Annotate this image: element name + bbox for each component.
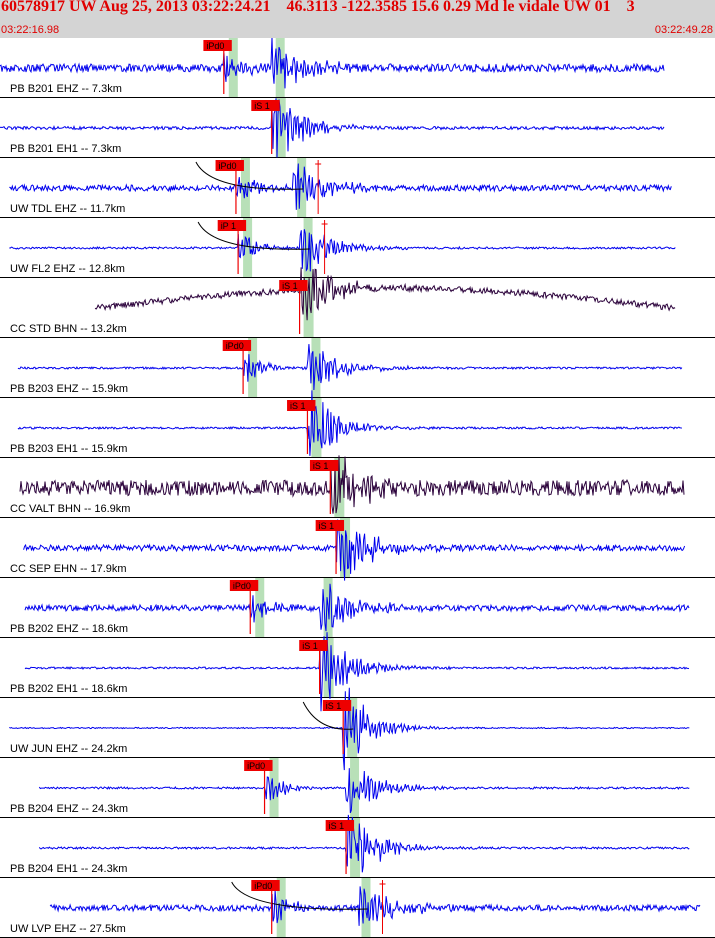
pick-label-box: [203, 40, 232, 51]
waveform: [17, 390, 683, 456]
trace-row: iPd0 UW LVP EHZ -- 27.5km: [0, 878, 715, 938]
s-window-band: [350, 758, 360, 818]
pick-label: iPd0: [254, 881, 272, 891]
arrival-curve: [302, 701, 354, 730]
s-window-band: [275, 38, 285, 98]
pick-label-box: [215, 160, 244, 171]
arrival-curve: [195, 161, 304, 190]
waveform: [0, 38, 665, 89]
station-label: CC STD BHN -- 13.2km: [10, 323, 127, 335]
station-label: PB B201 EH1 -- 7.3km: [10, 143, 121, 155]
pick-label-box: [279, 280, 308, 291]
waveform: [49, 886, 701, 926]
pick-label-box: [217, 220, 247, 231]
waveform: [9, 687, 690, 771]
pick-label: iS 1: [290, 401, 306, 411]
pick-label: iPd0: [233, 581, 251, 591]
station-label: PB B202 EHZ -- 18.6km: [10, 623, 128, 635]
pick-label: iS 1: [319, 521, 335, 531]
station-label: UW JUN EHZ -- 24.2km: [10, 743, 127, 755]
pick-label: iP 1: [221, 221, 236, 231]
pick-label: iS 1: [329, 821, 345, 831]
pick-label-box: [315, 520, 345, 531]
s-window-band: [340, 518, 350, 578]
waveform: [19, 455, 685, 514]
s-window-band: [303, 278, 313, 338]
pick-label: iS 1: [313, 461, 329, 471]
pick-label: iS 1: [326, 701, 342, 711]
trace-row: iS 1 CC VALT BHN -- 16.9km: [0, 455, 715, 518]
waveform: [17, 344, 683, 391]
trace-row: iS 1 UW JUN EHZ -- 24.2km: [0, 687, 715, 771]
station-label: CC SEP EHN -- 17.9km: [10, 563, 127, 575]
p-window-band: [276, 878, 286, 938]
station-label: PB B203 EHZ -- 15.9km: [10, 383, 128, 395]
waveform: [9, 163, 672, 210]
station-label: PB B202 EH1 -- 18.6km: [10, 683, 127, 695]
time-start-label: 03:22:16.98: [1, 24, 60, 36]
waveform: [38, 814, 690, 873]
waveform: [24, 583, 690, 632]
time-end-label: 03:22:49.28: [654, 24, 713, 36]
trace-row: iPd0 PB B201 EHZ -- 7.3km: [0, 38, 715, 98]
pick-label: iS 1: [254, 101, 270, 111]
station-label: PB B201 EHZ -- 7.3km: [10, 83, 122, 95]
p-window-band: [269, 758, 279, 818]
s-window-band: [334, 458, 344, 518]
p-window-band: [243, 218, 253, 278]
pick-label: iPd0: [247, 761, 265, 771]
trace-row: iS 1 CC SEP EHN -- 17.9km: [0, 518, 715, 581]
pick-label-box: [229, 580, 259, 591]
pick-label: iPd0: [219, 161, 237, 171]
s-window-band: [275, 98, 285, 158]
pick-label-box: [222, 340, 252, 351]
station-label: PB B204 EHZ -- 24.3km: [10, 803, 128, 815]
waveform: [24, 632, 690, 712]
pick-label-box: [309, 460, 339, 471]
p-window-band: [255, 578, 265, 638]
station-label: CC VALT BHN -- 16.9km: [10, 503, 130, 515]
trace-row: iP 1 UW FL2 EHZ -- 12.8km: [0, 218, 715, 278]
trace-row: iPd0 PB B204 EHZ -- 24.3km: [0, 758, 715, 818]
station-label: PB B203 EH1 -- 15.9km: [10, 443, 127, 455]
trace-row: iS 1 PB B204 EH1 -- 24.3km: [0, 814, 715, 878]
pick-label-box: [322, 700, 352, 711]
s-window-band: [311, 338, 321, 398]
pick-label: iS 1: [282, 281, 298, 291]
pick-label: iPd0: [226, 341, 244, 351]
waveform: [94, 267, 676, 321]
trace-row: iPd0 PB B202 EHZ -- 18.6km: [0, 578, 715, 638]
waveform: [0, 98, 665, 158]
pick-label-box: [251, 100, 280, 111]
station-label: UW FL2 EHZ -- 12.8km: [10, 263, 125, 275]
event-title: 60578917 UW Aug 25, 2013 03:22:24.21 46.…: [1, 0, 635, 15]
trace-row: iS 1 PB B202 EH1 -- 18.6km: [0, 632, 715, 712]
pick-label-box: [287, 400, 316, 411]
s-window-band: [311, 398, 321, 458]
waveform: [23, 519, 686, 581]
arrival-curve: [197, 221, 310, 250]
pick-label-box: [299, 640, 328, 651]
station-label: PB B204 EH1 -- 24.3km: [10, 863, 127, 875]
trace-row: iS 1 CC STD BHN -- 13.2km: [0, 267, 715, 338]
trace-row: iS 1 PB B203 EH1 -- 15.9km: [0, 390, 715, 458]
pick-label: iPd0: [206, 41, 224, 51]
pick-label-box: [251, 880, 280, 891]
event-header: 60578917 UW Aug 25, 2013 03:22:24.21 46.…: [0, 0, 715, 38]
s-window-band: [350, 818, 360, 878]
trace-row: iPd0 PB B203 EHZ -- 15.9km: [0, 338, 715, 398]
pick-label: iS 1: [302, 641, 318, 651]
trace-row: iPd0 UW TDL EHZ -- 11.7km: [0, 158, 715, 218]
trace-row: iS 1 PB B201 EH1 -- 7.3km: [0, 98, 715, 158]
s-window-band: [297, 158, 307, 218]
pick-label-box: [325, 820, 355, 831]
arrival-curve: [231, 881, 368, 910]
station-label: UW LVP EHZ -- 27.5km: [10, 923, 126, 935]
waveform: [9, 229, 676, 272]
station-label: UW TDL EHZ -- 11.7km: [10, 203, 125, 215]
pick-label-box: [244, 760, 273, 771]
waveform: [38, 768, 690, 814]
seismogram-panel: iPd0 PB B201 EHZ -- 7.3km iS 1 PB B201 EH1 …: [0, 38, 715, 938]
